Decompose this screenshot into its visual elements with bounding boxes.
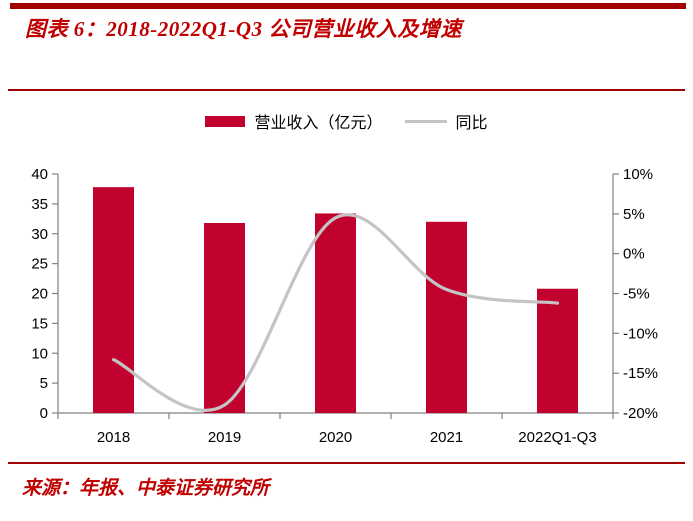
source-note: 来源：年报、中泰证券研究所	[22, 478, 270, 499]
chart-svg: 0 5 10 15 20 25 30 35 40 -20% -15% -10% -5% 0% 5% 10% 20…	[31, 166, 658, 446]
x-axis-label: 2018	[97, 429, 130, 446]
left-axis-label: 5	[40, 375, 48, 392]
x-axis-label: 2022Q1-Q3	[518, 429, 596, 446]
x-axis-label: 2020	[319, 429, 352, 446]
top-rule	[10, 3, 686, 9]
left-axis-label: 25	[31, 256, 48, 273]
bar-2018	[93, 187, 134, 413]
x-axis-label: 2019	[208, 429, 241, 446]
bar-2022Q1-Q3	[537, 288, 578, 413]
right-axis-label: -10%	[623, 325, 658, 342]
footer-rule	[8, 462, 685, 464]
legend-bar-swatch	[205, 115, 246, 127]
left-axis-label: 40	[31, 166, 48, 183]
right-axis-label: -5%	[623, 286, 650, 303]
right-axis-label: 10%	[623, 166, 653, 183]
right-axis-label: -15%	[623, 365, 658, 382]
bar-2019	[204, 222, 245, 413]
x-axis-label: 2021	[430, 429, 463, 446]
legend-line-label: 同比	[455, 115, 488, 132]
left-axis-label: 10	[31, 345, 48, 362]
left-axis-label: 35	[31, 196, 48, 213]
chart-title: 图表 6：2018-2022Q1-Q3 公司营业收入及增速	[25, 17, 462, 41]
left-axis-label: 0	[40, 405, 48, 422]
yoy-line	[111, 213, 560, 412]
left-axis-label: 20	[31, 286, 48, 303]
bar-2021	[426, 221, 467, 413]
legend-bar-label: 营业收入（亿元）	[254, 115, 383, 132]
title-rule	[8, 89, 685, 91]
legend-line-swatch	[404, 119, 447, 123]
chart-legend: 营业收入（亿元） 同比	[0, 109, 693, 133]
right-axis-label: 0%	[623, 246, 645, 263]
bar-2020	[315, 213, 356, 413]
right-axis-label: -20%	[623, 405, 658, 422]
right-axis-label: 5%	[623, 206, 645, 223]
left-axis-label: 30	[31, 226, 48, 243]
left-axis-label: 15	[31, 315, 48, 332]
